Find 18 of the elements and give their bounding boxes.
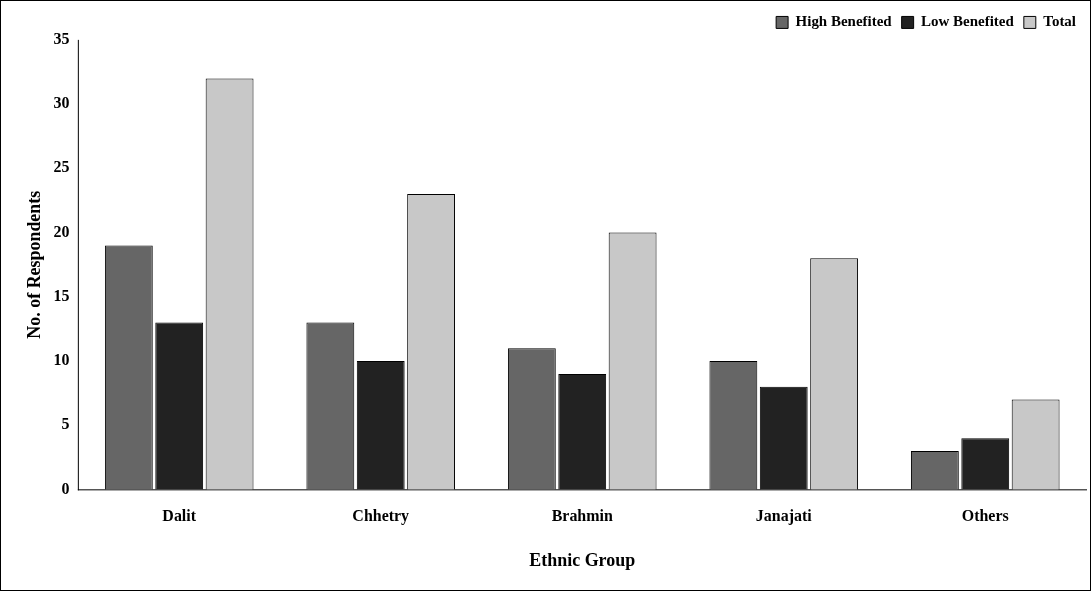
y-tick-label: 30	[53, 94, 70, 112]
legend-label: Low Benefited	[921, 13, 1015, 30]
y-tick-label: 15	[53, 286, 70, 304]
y-tick-label: 20	[53, 222, 70, 240]
y-tick-label: 25	[53, 158, 70, 176]
x-tick-label: Chhetry	[352, 507, 410, 526]
legend-label: Total	[1043, 13, 1077, 30]
y-tick-label: 0	[61, 479, 70, 497]
x-tick-label: Dalit	[162, 507, 197, 525]
x-axis-title: Ethnic Group	[529, 549, 636, 570]
x-tick-label: Brahmin	[551, 507, 613, 525]
legend-label: High Benefited	[795, 13, 893, 30]
x-tick-label: Janajati	[755, 507, 813, 526]
y-tick-label: 10	[53, 351, 70, 369]
x-tick-label: Others	[961, 507, 1009, 525]
y-axis-title: No. of Respondents	[24, 190, 45, 339]
y-tick-label: 5	[61, 415, 70, 433]
y-tick-label: 35	[53, 30, 70, 47]
